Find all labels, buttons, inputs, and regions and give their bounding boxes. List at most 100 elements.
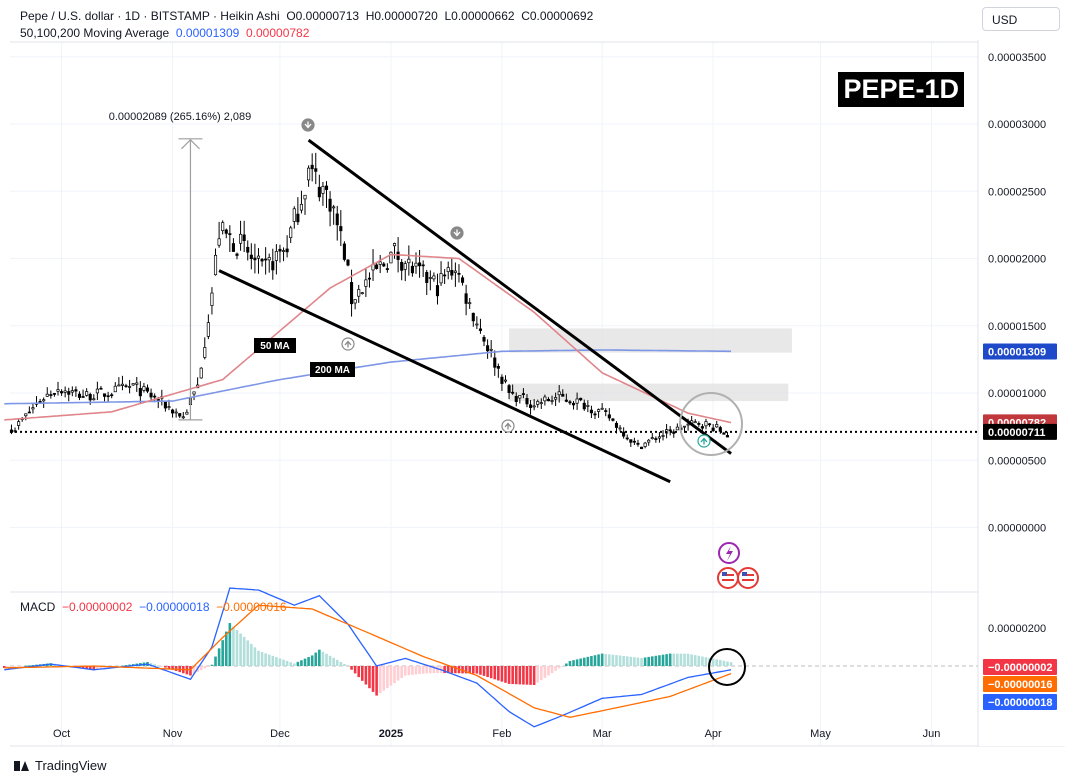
price-tag-label: 0.00001309 [988, 346, 1046, 358]
candle-body [428, 277, 432, 279]
candle-body [296, 213, 300, 223]
candle-body [52, 393, 56, 395]
candle-body [131, 383, 135, 386]
candle-body [693, 421, 697, 424]
candle-body [217, 238, 221, 246]
ma-50-label-bg [254, 338, 296, 353]
macd-tag-label: −0.00000018 [988, 697, 1053, 709]
candle-body [102, 393, 107, 397]
breakout-highlight-circle [679, 392, 743, 456]
candle-body [328, 198, 332, 212]
tradingview-label: TradingView [35, 758, 107, 773]
macd-histogram-bar [239, 633, 242, 666]
macd-histogram-bar [414, 666, 418, 675]
time-tick-label: May [810, 728, 831, 740]
candle-body [221, 222, 225, 231]
candle-body [511, 391, 515, 394]
candle-body [181, 416, 185, 419]
macd-histogram-bar [557, 666, 561, 669]
macd-histogram-bar [275, 657, 278, 666]
macd-histogram-bar [697, 655, 701, 666]
macd-histogram-bar [622, 655, 625, 666]
macd-legend[interactable]: MACD −0.00000002 −0.00000018 −0.00000016 [20, 600, 287, 614]
macd-histogram-bar [690, 654, 693, 666]
macd-histogram-bar [522, 666, 525, 685]
macd-histogram-bar [6, 666, 10, 668]
candle-body [307, 167, 311, 181]
macd-histogram-bar [432, 666, 436, 674]
trendlines [10, 138, 978, 484]
candle-body [350, 282, 354, 305]
macd-histogram-bar [636, 657, 640, 666]
trendline [218, 269, 671, 484]
candle-body [314, 168, 318, 172]
macd-histogram-bar [228, 623, 232, 666]
macd-histogram-bar [525, 666, 529, 685]
macd-histogram-bar [618, 655, 622, 666]
candle-body [264, 258, 268, 261]
macd-histogram-bar [400, 666, 403, 679]
ma-legend[interactable]: 50,100,200 Moving Average 0.00001309 0.0… [20, 26, 309, 40]
candle-body [622, 431, 626, 437]
candle-body [17, 421, 21, 426]
candle-body [539, 402, 543, 404]
macd-histogram-bar [418, 666, 421, 675]
candle-body [529, 404, 533, 408]
tradingview-branding[interactable]: TradingView [14, 758, 107, 773]
ma-200-label-bg [310, 362, 355, 377]
macd-tag-bg [983, 676, 1057, 692]
candle-body [299, 203, 303, 211]
candle-body [185, 411, 189, 415]
candle-body [364, 279, 368, 287]
candle-body [586, 405, 590, 407]
candle-body [213, 254, 218, 276]
candle-body [661, 435, 665, 437]
macd-histogram-bar [371, 666, 375, 692]
macd-histogram-bar [292, 663, 296, 666]
candle-body [38, 401, 42, 403]
macd-histogram-bar [654, 655, 658, 666]
ma-legend-value-50: 0.00000782 [245, 26, 310, 40]
candle-body [260, 258, 264, 262]
macd-histogram-bar [310, 655, 314, 666]
macd-histogram-bar [153, 664, 156, 666]
macd-histogram-bar [124, 665, 128, 666]
macd-histogram-bar [722, 660, 726, 666]
candle-body [367, 277, 372, 280]
macd-histogram-bar [608, 654, 611, 666]
macd-histogram-bar [171, 666, 174, 670]
macd-histogram-bar [500, 666, 504, 682]
macd-histogram-bar [232, 626, 235, 666]
candle-body [110, 394, 114, 397]
ma-50-label: 50 MA [260, 341, 289, 352]
macd-histogram-bar [267, 654, 271, 666]
macd-histogram-bar [701, 656, 704, 666]
flag-stripe [722, 574, 734, 576]
price-tag-bg [983, 423, 1057, 440]
macd-histogram-bar [511, 666, 514, 685]
candle-body [496, 365, 500, 369]
measure-label: 0.00002089 (265.16%) 2,089 [109, 111, 252, 123]
candle-body [149, 392, 153, 398]
macd-histogram-bar [683, 653, 686, 666]
macd-histogram-bar [20, 666, 24, 667]
macd-histogram-bar [640, 658, 643, 666]
flag-stripe [742, 579, 754, 581]
macd-histogram-bar [586, 656, 590, 666]
candle-body [135, 382, 139, 385]
candle-body [464, 293, 468, 304]
ohlc-close: C0.00000692 [521, 9, 594, 23]
candle-body [410, 265, 414, 274]
currency-button[interactable]: USD [982, 7, 1060, 31]
macd-histogram-bar [665, 654, 668, 666]
candle-body [439, 273, 443, 284]
macd-histogram-bar [339, 661, 343, 666]
macd-signal-line [4, 604, 732, 718]
candle-body [708, 423, 712, 426]
macd-histogram-bar [582, 657, 586, 666]
macd-histogram-bar [192, 666, 196, 674]
macd-histogram-bar [468, 666, 471, 674]
candle-body [561, 393, 565, 397]
macd-histogram-bar [461, 666, 464, 674]
